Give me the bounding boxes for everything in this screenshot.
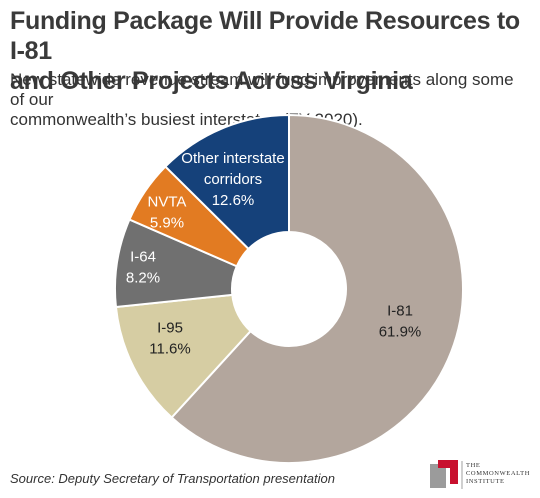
value-label-i-95: 11.6% xyxy=(149,340,190,357)
slice-i-81 xyxy=(170,113,464,464)
slice-label-i-64: I-64 xyxy=(130,248,156,265)
commonwealth-institute-logo xyxy=(430,460,463,489)
slice-other-interstate-corridors xyxy=(163,113,290,251)
value-label-nvta: 5.9% xyxy=(150,214,184,231)
logo-mark-red xyxy=(438,460,458,484)
logo-mark-gray xyxy=(430,464,446,488)
slice-label-i-95: I-95 xyxy=(157,319,183,336)
logo-line3: INSTITUTE xyxy=(466,478,505,485)
slice-i-95 xyxy=(114,293,252,419)
value-label-i-81: 61.9% xyxy=(379,323,422,340)
chart-title-line2: and Other Projects Across Virginia xyxy=(10,67,413,95)
source-note: Source: Deputy Secretary of Transportati… xyxy=(10,471,335,486)
logo-line1: THE xyxy=(466,462,481,469)
slice-label-other-interstate-corridors: corridors xyxy=(204,171,262,188)
value-label-i-64: 8.2% xyxy=(126,269,160,286)
chart-subtitle-line1: New statewide revenue stream will fund i… xyxy=(10,70,514,109)
slice-label-nvta: NVTA xyxy=(148,193,187,210)
value-label-other-interstate-corridors: 12.6% xyxy=(212,192,255,209)
slice-label-other-interstate-corridors: Other interstate xyxy=(181,150,284,167)
chart-title: Funding Package Will Provide Resources t… xyxy=(10,6,530,96)
logo-text: THE COMMONWEALTH INSTITUTE xyxy=(466,462,530,486)
chart-title-line1: Funding Package Will Provide Resources t… xyxy=(10,7,520,65)
slice-label-i-81: I-81 xyxy=(387,302,413,319)
logo-line2: COMMONWEALTH xyxy=(466,470,531,477)
